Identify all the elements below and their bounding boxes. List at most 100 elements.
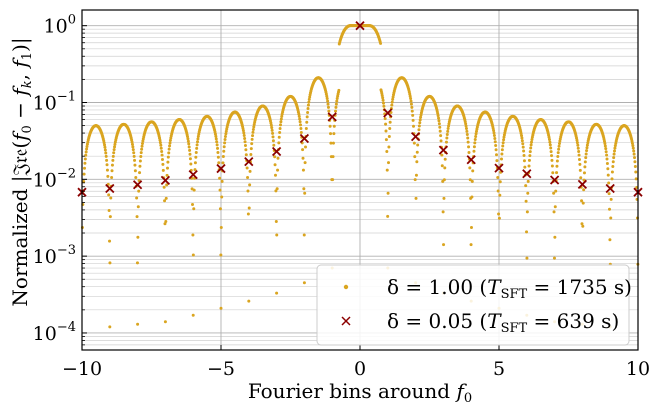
series-1-point xyxy=(217,161,221,165)
series-1-point xyxy=(276,168,280,172)
legend-entry-2: δ = 0.05 (TSFT = 639 s) xyxy=(387,309,619,336)
series-1-point xyxy=(500,152,504,156)
series-1-point xyxy=(167,147,171,151)
series-1-point xyxy=(108,239,112,243)
series-1-point xyxy=(438,129,442,133)
series-1-point xyxy=(384,138,388,142)
series-1-point xyxy=(608,207,611,211)
series-1-point xyxy=(269,123,273,127)
series-1-point xyxy=(139,151,143,155)
series-1-point xyxy=(528,154,532,158)
series-1-point xyxy=(412,124,416,128)
series-1-point xyxy=(580,222,584,226)
series-1-point xyxy=(302,187,306,191)
series-1-point xyxy=(445,133,449,136)
series-1-point xyxy=(607,192,611,196)
series-1-point xyxy=(471,169,475,173)
series-1-point xyxy=(609,216,613,220)
series-1-point xyxy=(216,155,220,159)
series-1-point xyxy=(497,216,501,220)
series-1-point xyxy=(555,159,559,163)
series-1-point xyxy=(194,150,198,154)
series-1-point xyxy=(580,199,584,203)
series-1-point xyxy=(104,151,108,155)
series-1-point xyxy=(498,180,502,184)
series-1-point xyxy=(112,151,116,155)
series-1-point xyxy=(585,143,589,147)
series-1-point xyxy=(242,131,246,135)
series-1-point xyxy=(585,149,589,153)
series-1-point xyxy=(106,174,110,178)
series-1-point xyxy=(576,143,580,147)
series-1-point xyxy=(528,150,532,154)
series-1-point xyxy=(388,127,392,131)
series-1-point xyxy=(610,170,614,174)
series-1-point xyxy=(224,132,228,136)
series-1-point xyxy=(442,178,446,182)
series-1-point xyxy=(577,149,581,153)
series-1-point xyxy=(577,157,581,161)
series-1-point xyxy=(548,140,552,144)
series-2-point xyxy=(383,108,393,118)
series-1-point xyxy=(164,219,168,223)
series-1-point xyxy=(551,171,555,175)
series-1-point xyxy=(414,196,418,200)
series-1-point xyxy=(136,322,140,326)
series-1-point xyxy=(325,94,329,98)
series-1-point xyxy=(132,151,136,155)
series-1-point xyxy=(277,135,281,139)
y-tick-label: 10−3 xyxy=(33,243,76,268)
series-1-point xyxy=(192,188,196,192)
series-1-point xyxy=(469,243,473,247)
x-tick-label: −5 xyxy=(207,358,235,380)
series-2-point-stroke xyxy=(577,179,588,189)
series-1-point xyxy=(525,230,529,234)
series-1-point xyxy=(418,118,422,122)
series-1-point xyxy=(278,123,282,127)
series-1-point xyxy=(83,161,87,165)
series-1-point xyxy=(501,144,505,148)
series-1-point xyxy=(108,325,112,329)
series-1-point xyxy=(413,155,417,159)
series-1-point xyxy=(470,195,474,199)
series-2-point-stroke xyxy=(299,133,310,144)
series-1-point xyxy=(131,145,135,149)
series-1-point xyxy=(525,210,529,214)
series-1-point xyxy=(501,141,505,145)
series-1-point xyxy=(196,134,200,138)
series-1-point xyxy=(502,138,506,142)
series-1-point xyxy=(140,142,144,145)
series-1-point xyxy=(107,209,111,213)
series-1-point xyxy=(390,100,394,104)
series-1-point xyxy=(105,168,109,172)
series-1-point xyxy=(299,131,303,135)
series-1-point xyxy=(186,139,190,143)
series-1-point xyxy=(166,160,170,164)
series-1-point xyxy=(605,162,609,165)
series-2-point-stroke xyxy=(132,180,143,190)
series-1-point xyxy=(604,147,608,151)
series-1-point xyxy=(388,120,392,124)
series-1-point xyxy=(443,166,447,170)
y-tick-label: 10−4 xyxy=(33,320,76,345)
series-1-point xyxy=(164,196,168,200)
series-1-point xyxy=(385,149,389,153)
series-1-point xyxy=(630,141,634,145)
series-2-point-stroke xyxy=(549,175,560,185)
series-1-point xyxy=(603,142,607,146)
series-1-point xyxy=(581,224,585,228)
series-1-point xyxy=(631,146,635,150)
series-1-point xyxy=(332,124,336,128)
legend-box xyxy=(316,264,630,346)
legend-entry-1: δ = 1.00 (TSFT = 1735 s) xyxy=(387,275,632,302)
series-1-point xyxy=(521,145,525,149)
series-1-point xyxy=(196,140,200,144)
series-1-point xyxy=(186,137,190,141)
series-1-point xyxy=(165,183,169,187)
series-1-point xyxy=(276,156,280,160)
series-1-point xyxy=(304,127,308,131)
series-1-point xyxy=(582,188,586,192)
series-1-point xyxy=(417,128,421,132)
series-1-point xyxy=(189,162,193,166)
series-1-point xyxy=(334,105,338,109)
